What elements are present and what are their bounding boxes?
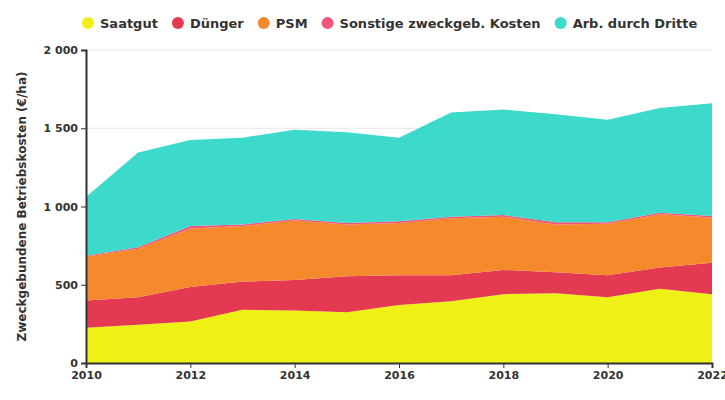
legend-label: Saatgut bbox=[100, 16, 158, 31]
y-axis-line bbox=[81, 51, 87, 364]
y-tick-label: 1 000 bbox=[44, 201, 79, 214]
x-tick-label: 2020 bbox=[593, 369, 624, 382]
y-tick-label: 500 bbox=[55, 279, 78, 292]
y-axis-title: Zweckgebundene Betriebskosten (€/ha) bbox=[15, 72, 29, 342]
x-tick-mark bbox=[295, 363, 296, 368]
legend: Saatgut Dünger PSM Sonstige zweckgeb. Koste… bbox=[82, 16, 697, 31]
x-tick-label: 2012 bbox=[176, 369, 207, 382]
legend-item: Sonstige zweckgeb. Kosten bbox=[322, 16, 541, 31]
x-tick: 2020 bbox=[593, 363, 624, 382]
y-tick: 1 000 bbox=[44, 201, 86, 214]
x-tick: 2012 bbox=[176, 363, 207, 382]
x-tick-mark bbox=[608, 363, 609, 368]
y-tick: 0 bbox=[70, 357, 86, 370]
x-axis: 2010 2012 2014 2016 2018 2020 2022 bbox=[71, 363, 725, 382]
x-tick-label: 2010 bbox=[71, 369, 102, 382]
legend-label: Arb. durch Dritte bbox=[573, 16, 698, 31]
x-tick: 2016 bbox=[384, 363, 415, 382]
grid bbox=[86, 50, 712, 363]
legend-marker bbox=[258, 17, 270, 29]
legend-label: PSM bbox=[276, 16, 308, 31]
legend-marker bbox=[322, 17, 334, 29]
y-tick-mark bbox=[81, 285, 86, 286]
legend-item: Arb. durch Dritte bbox=[555, 16, 698, 31]
x-tick: 2018 bbox=[489, 363, 520, 382]
x-tick-label: 2022 bbox=[697, 369, 725, 382]
x-tick-label: 2014 bbox=[280, 369, 311, 382]
x-tick: 2014 bbox=[280, 363, 311, 382]
y-tick-mark bbox=[81, 128, 86, 129]
y-axis: 0 500 1 000 1 500 2 000 bbox=[44, 44, 87, 370]
x-tick-label: 2016 bbox=[384, 369, 415, 382]
legend-marker bbox=[555, 17, 567, 29]
x-tick-label: 2018 bbox=[489, 369, 520, 382]
y-tick-mark bbox=[81, 207, 86, 208]
y-tick: 500 bbox=[55, 279, 86, 292]
x-axis-line bbox=[87, 364, 713, 369]
x-tick-mark bbox=[399, 363, 400, 368]
legend-marker bbox=[172, 17, 184, 29]
grid-line bbox=[86, 50, 712, 51]
y-tick: 1 500 bbox=[44, 122, 86, 135]
legend-label: Dünger bbox=[190, 16, 244, 31]
areas bbox=[86, 103, 712, 363]
y-tick-label: 0 bbox=[70, 357, 78, 370]
x-tick-mark bbox=[712, 363, 713, 368]
y-tick-mark bbox=[81, 50, 86, 51]
legend-marker bbox=[82, 17, 94, 29]
x-tick: 2022 bbox=[697, 363, 725, 382]
x-tick-mark bbox=[503, 363, 504, 368]
legend-item: Dünger bbox=[172, 16, 244, 31]
x-tick-mark bbox=[190, 363, 191, 368]
y-tick-label: 1 500 bbox=[44, 122, 79, 135]
legend-item: Saatgut bbox=[82, 16, 158, 31]
y-tick-label: 2 000 bbox=[44, 44, 79, 57]
chart: 2010 2012 2014 2016 2018 2020 2022 0 500 1 000 1 5… bbox=[0, 0, 725, 400]
y-tick-mark bbox=[81, 363, 86, 364]
y-tick: 2 000 bbox=[44, 44, 86, 57]
area bbox=[86, 103, 712, 256]
legend-label: Sonstige zweckgeb. Kosten bbox=[340, 16, 541, 31]
legend-item: PSM bbox=[258, 16, 308, 31]
